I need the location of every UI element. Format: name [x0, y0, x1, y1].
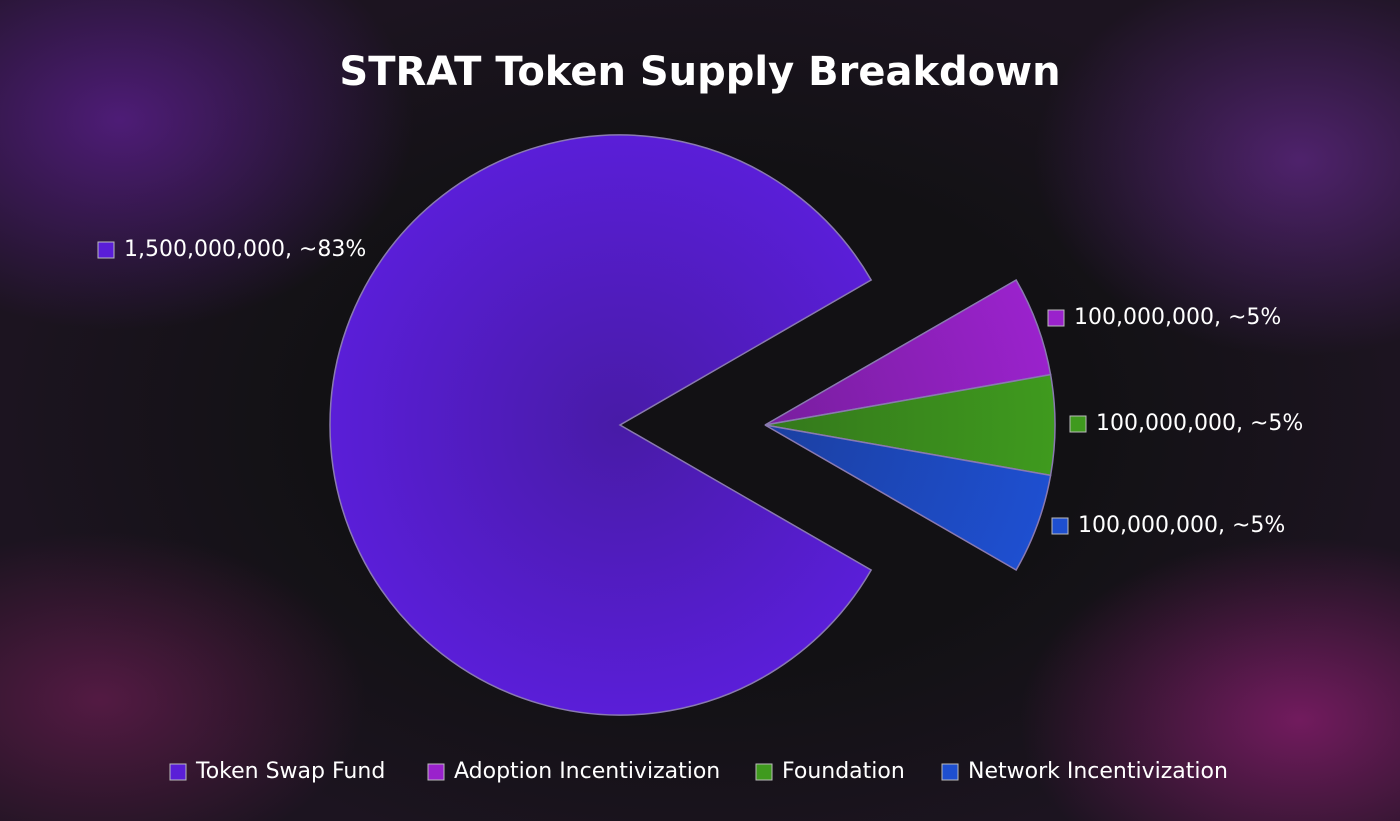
legend-label: Token Swap Fund — [195, 759, 385, 784]
label-swatch — [1047, 309, 1065, 327]
legend-swatch — [427, 763, 445, 781]
data-label: 100,000,000, ~5% — [1078, 513, 1285, 538]
legend-swatch — [941, 763, 959, 781]
pie-slice — [764, 424, 1052, 572]
legend-label: Foundation — [782, 759, 905, 784]
legend-label: Adoption Incentivization — [454, 759, 720, 784]
label-swatch — [1051, 517, 1069, 535]
legend-label: Network Incentivization — [968, 759, 1228, 784]
legend-swatch — [755, 763, 773, 781]
data-label: 100,000,000, ~5% — [1074, 305, 1281, 330]
chart-title: STRAT Token Supply Breakdown — [339, 49, 1060, 95]
legend-swatch — [169, 763, 187, 781]
label-swatch — [97, 241, 115, 259]
data-label: 100,000,000, ~5% — [1096, 411, 1303, 436]
label-swatch — [1069, 415, 1087, 433]
data-label: 1,500,000,000, ~83% — [124, 237, 366, 262]
pie-slice — [329, 134, 873, 716]
